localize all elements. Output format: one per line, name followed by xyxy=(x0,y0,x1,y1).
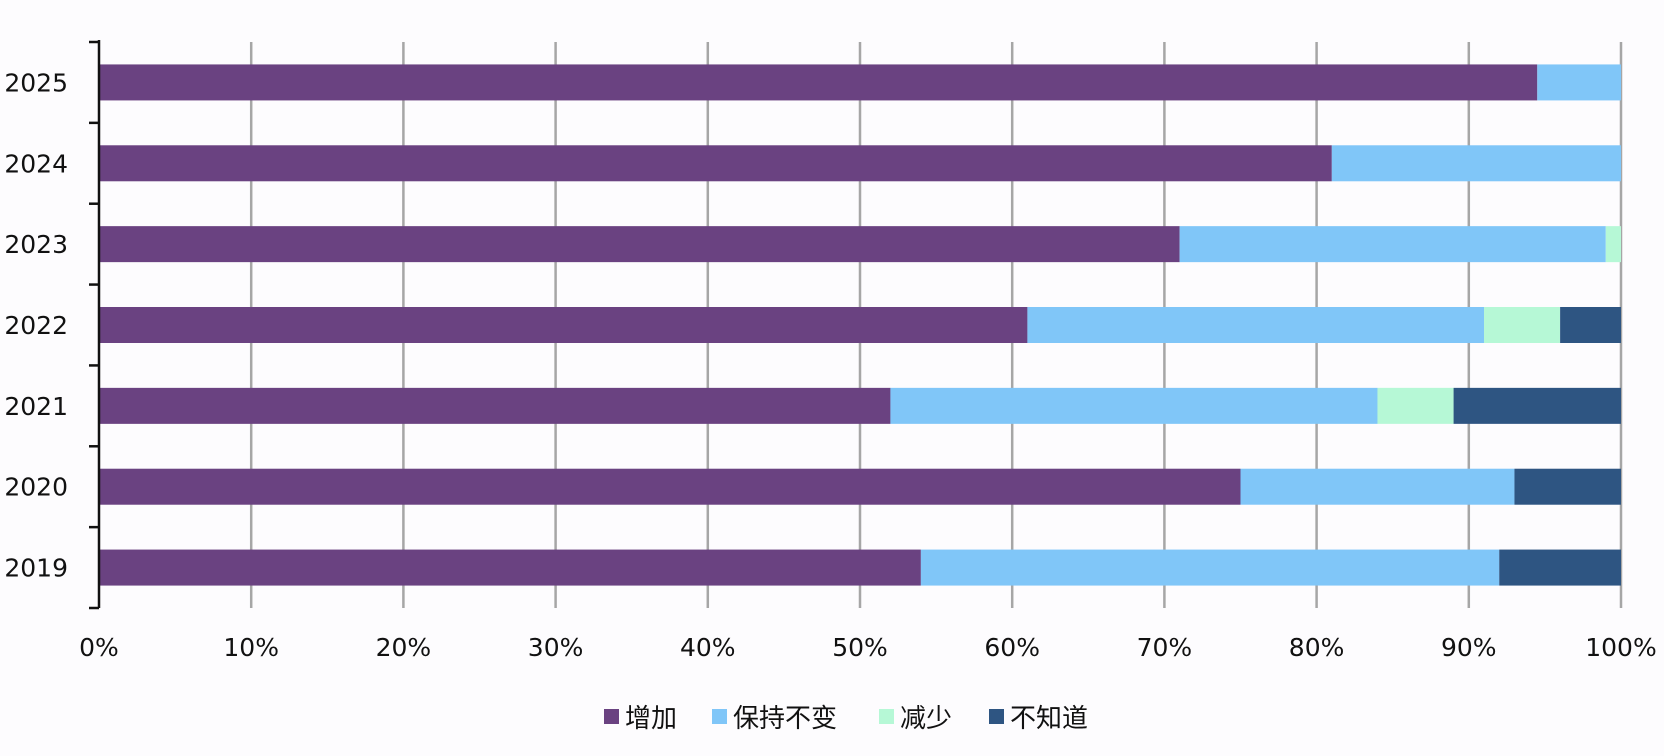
y-tick-label: 2024 xyxy=(4,149,68,178)
legend-swatch-3 xyxy=(989,709,1004,724)
bar-2021-series-0 xyxy=(99,387,891,424)
x-tick-label: 0% xyxy=(79,633,119,662)
bar-2023-series-1 xyxy=(1179,226,1606,263)
bar-2022-series-1 xyxy=(1027,307,1485,343)
x-tick-label: 80% xyxy=(1289,633,1345,662)
legend-label-3: 不知道 xyxy=(1010,704,1088,734)
legend-swatch-0 xyxy=(604,709,619,724)
bar-2020-series-1 xyxy=(1240,468,1515,505)
bar-2021-series-3 xyxy=(1453,387,1621,424)
y-tick-label: 2023 xyxy=(4,230,68,259)
bar-2023-series-2 xyxy=(1605,226,1621,263)
x-tick-label: 40% xyxy=(680,633,736,662)
bar-2022-series-0 xyxy=(99,307,1028,343)
x-tick-label: 20% xyxy=(376,633,432,662)
y-tick-label: 2025 xyxy=(4,68,68,97)
y-tick-label: 2022 xyxy=(4,311,68,340)
legend: 增加 保持不变 减少 不知道 xyxy=(604,704,1088,734)
legend-label-1: 保持不变 xyxy=(733,704,837,734)
x-tick-label: 10% xyxy=(223,633,279,662)
x-axis-labels: 0% 10% 20% 30% 40% 50% 60% 70% 80% 90% 100% xyxy=(79,633,1657,662)
x-tick-label: 60% xyxy=(984,633,1040,662)
bar-2025-series-1 xyxy=(1537,64,1621,101)
y-axis-labels: 2025 2024 2023 2022 2021 2020 2019 xyxy=(4,68,68,582)
x-tick-label: 30% xyxy=(528,633,584,662)
bar-2019-series-0 xyxy=(99,549,921,586)
bar-2021-series-2 xyxy=(1377,387,1454,424)
legend-swatch-2 xyxy=(879,709,894,724)
bar-2020-series-3 xyxy=(1514,468,1621,505)
y-tick-label: 2021 xyxy=(4,392,68,421)
axes xyxy=(89,40,101,610)
x-tick-label: 100% xyxy=(1585,633,1656,662)
legend-label-0: 增加 xyxy=(625,704,677,734)
bar-2020-series-0 xyxy=(99,468,1241,505)
bar-2024-series-0 xyxy=(99,145,1332,182)
legend-label-2: 减少 xyxy=(900,704,952,734)
y-tick-label: 2020 xyxy=(4,473,68,502)
legend-swatch-1 xyxy=(712,709,727,724)
bar-2022-series-2 xyxy=(1484,307,1561,343)
bars xyxy=(99,64,1621,586)
bar-2024-series-1 xyxy=(1331,145,1621,182)
bar-2025-series-0 xyxy=(99,64,1538,101)
bar-2023-series-0 xyxy=(99,226,1180,263)
bar-2021-series-1 xyxy=(890,387,1378,424)
bar-2019-series-1 xyxy=(920,549,1500,586)
bar-2022-series-3 xyxy=(1560,307,1621,343)
y-tick-label: 2019 xyxy=(4,554,68,583)
x-tick-label: 70% xyxy=(1137,633,1193,662)
bar-2019-series-3 xyxy=(1499,549,1621,586)
x-tick-label: 90% xyxy=(1441,633,1497,662)
x-tick-label: 50% xyxy=(832,633,888,662)
